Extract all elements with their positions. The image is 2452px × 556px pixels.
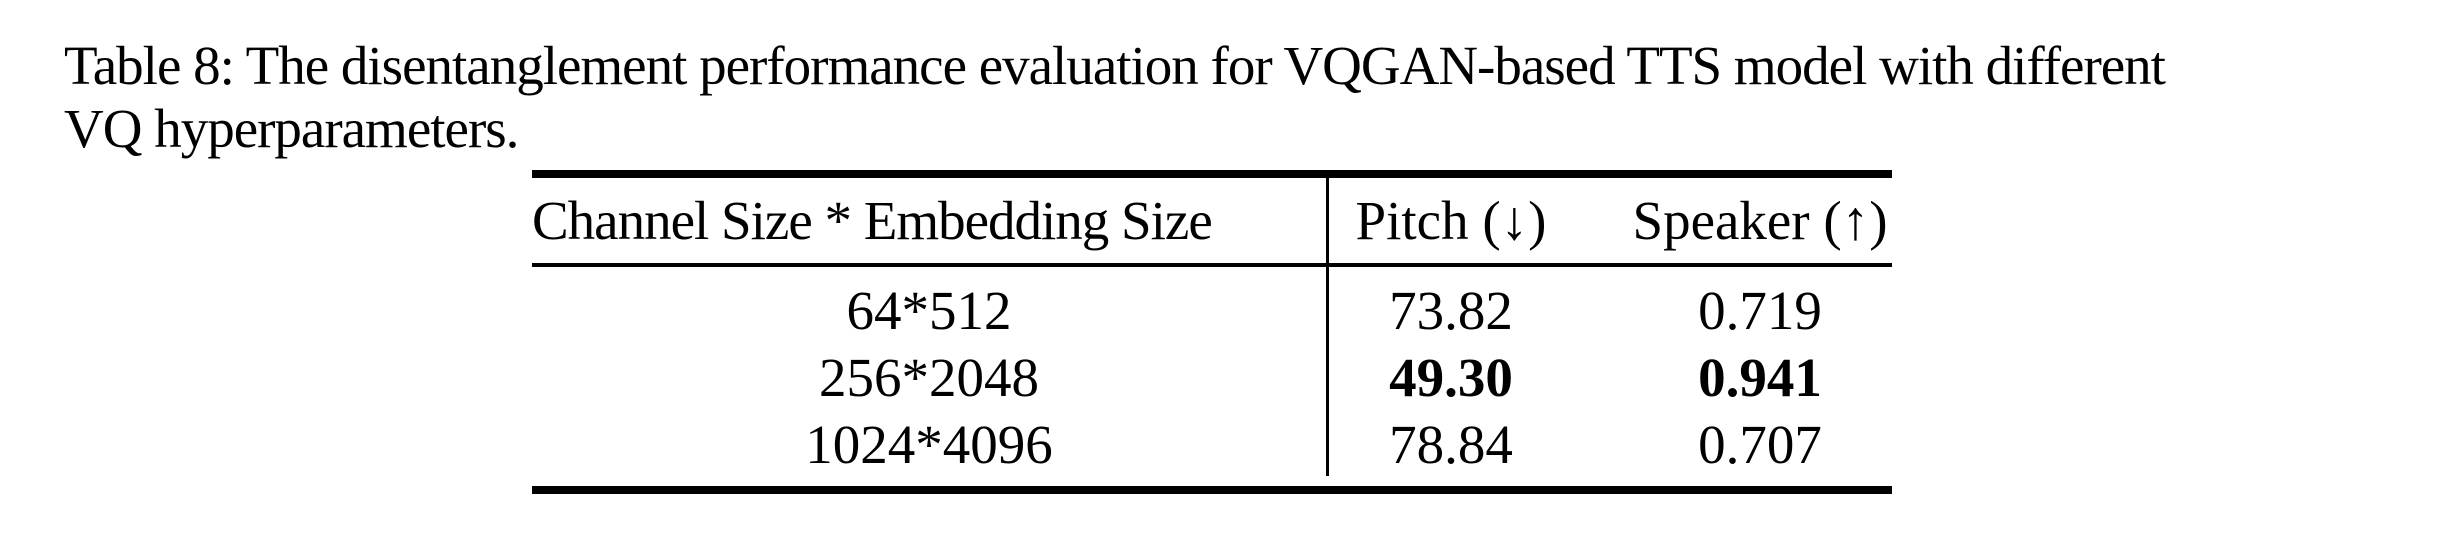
cell-pitch: 73.82 bbox=[1389, 280, 1513, 341]
cell-speaker: 0.719 bbox=[1698, 280, 1822, 341]
caption-line-2: VQ hyperparameters. bbox=[64, 98, 519, 159]
column-header-config: Channel Size * Embedding Size bbox=[532, 190, 1213, 251]
table-header-row: Channel Size * Embedding Size Pitch (↓) … bbox=[532, 178, 1892, 263]
table-row: 256*2048 49.30 0.941 bbox=[532, 344, 1892, 411]
column-header-speaker: Speaker (↑) bbox=[1632, 190, 1888, 251]
column-header-pitch: Pitch (↓) bbox=[1355, 190, 1547, 251]
header-underline-rule bbox=[532, 263, 1892, 267]
results-table: Channel Size * Embedding Size Pitch (↓) … bbox=[532, 170, 1892, 494]
column-separator-rule bbox=[1326, 178, 1329, 476]
cell-pitch-best: 49.30 bbox=[1389, 347, 1513, 408]
table-bottom-rule bbox=[532, 486, 1892, 494]
cell-config: 256*2048 bbox=[819, 347, 1039, 408]
table-caption: Table 8: The disentanglement performance… bbox=[64, 34, 2424, 160]
table-body: 64*512 73.82 0.719 256*2048 49.30 0.941 … bbox=[532, 267, 1892, 486]
cell-speaker: 0.707 bbox=[1698, 414, 1822, 475]
table-top-rule bbox=[532, 170, 1892, 178]
cell-config: 1024*4096 bbox=[805, 414, 1053, 475]
table-row: 64*512 73.82 0.719 bbox=[532, 277, 1892, 344]
table-row: 1024*4096 78.84 0.707 bbox=[532, 411, 1892, 478]
cell-config: 64*512 bbox=[846, 280, 1012, 341]
cell-pitch: 78.84 bbox=[1389, 414, 1513, 475]
caption-line-1: Table 8: The disentanglement performance… bbox=[64, 35, 2166, 96]
cell-speaker-best: 0.941 bbox=[1698, 347, 1822, 408]
